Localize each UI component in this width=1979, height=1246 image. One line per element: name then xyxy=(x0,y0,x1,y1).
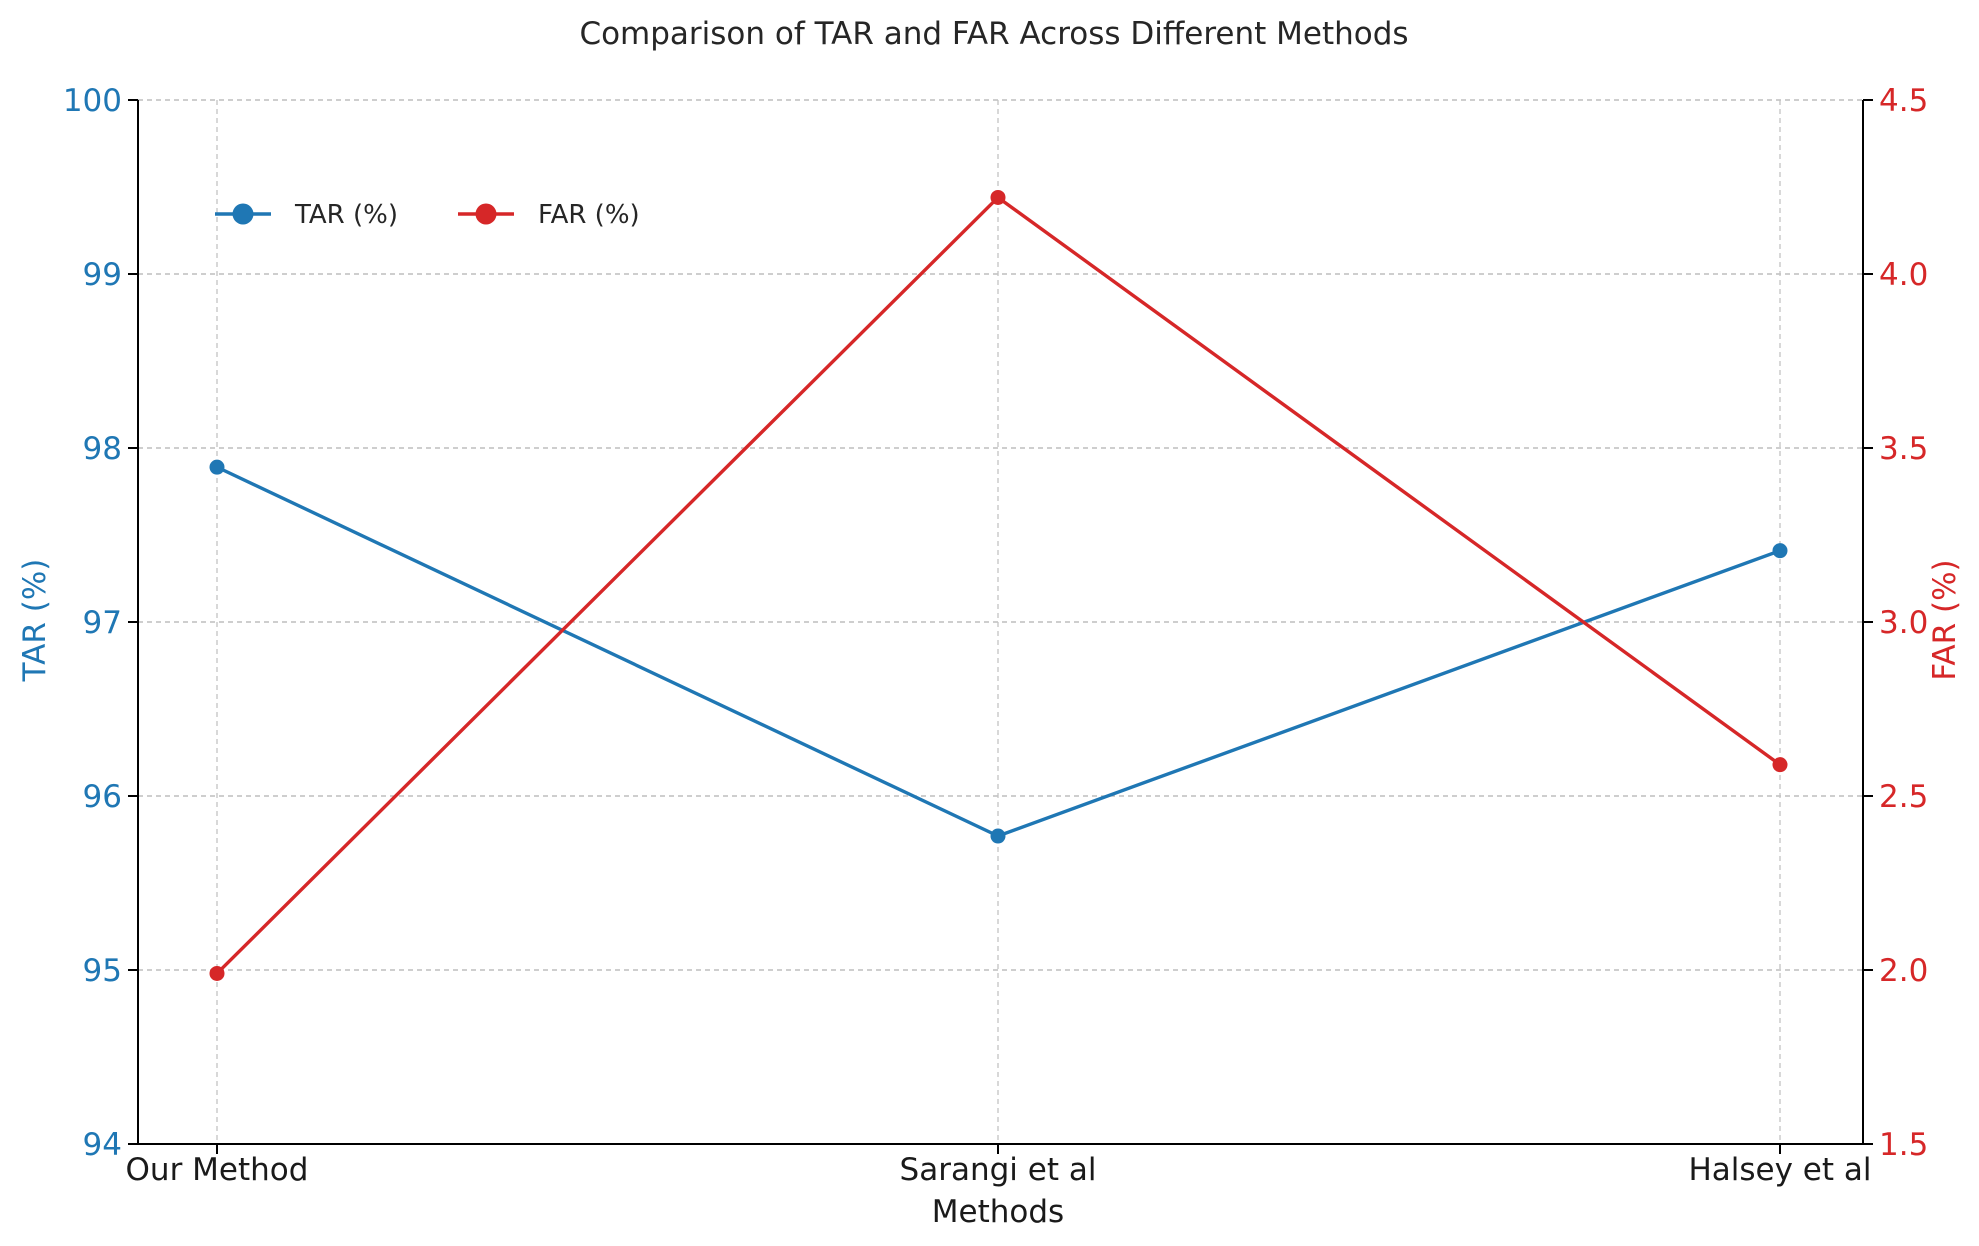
right-axis-label: FAR (%) xyxy=(1927,559,1963,680)
grid-layer xyxy=(138,99,1863,1144)
right-tick-label: 2.5 xyxy=(1879,779,1928,815)
far-point xyxy=(990,189,1006,205)
right-tick-label: 4.5 xyxy=(1879,83,1928,119)
legend-item-tar: TAR (%) xyxy=(215,200,398,230)
right-tick-label: 3.0 xyxy=(1879,605,1928,641)
series-layer xyxy=(209,189,1788,981)
left-tick-label: 94 xyxy=(83,1127,122,1163)
left-tick-label: 99 xyxy=(83,257,122,293)
right-tick-label: 2.0 xyxy=(1879,953,1928,989)
legend-swatch-marker xyxy=(232,203,254,225)
x-tick-label: Sarangi et al xyxy=(900,1152,1097,1188)
x-tick-label: Halsey et al xyxy=(1688,1152,1871,1188)
axes-layer: 94 95 96 97 98 99 100 1.5 2.0 2.5 3.0 3.5 4.0 4.5 Our … xyxy=(63,83,1928,1188)
legend-label: FAR (%) xyxy=(538,200,640,230)
right-tick-label: 1.5 xyxy=(1879,1127,1928,1163)
left-axis-label: TAR (%) xyxy=(17,559,53,683)
legend-label: TAR (%) xyxy=(294,200,398,230)
left-tick-label: 100 xyxy=(63,83,122,119)
chart-title: Comparison of TAR and FAR Across Differe… xyxy=(579,16,1408,52)
right-tick-label: 3.5 xyxy=(1879,431,1928,467)
tar-point xyxy=(1772,543,1788,559)
left-tick-label: 96 xyxy=(83,779,122,815)
far-point xyxy=(1772,757,1788,773)
left-tick-label: 98 xyxy=(83,431,122,467)
x-axis-label: Methods xyxy=(932,1194,1064,1230)
legend-swatch-marker xyxy=(475,203,497,225)
right-tick-label: 4.0 xyxy=(1879,257,1928,293)
legend-item-far: FAR (%) xyxy=(458,200,640,230)
tar-point xyxy=(990,828,1006,844)
legend: TAR (%) FAR (%) xyxy=(215,200,640,230)
tar-point xyxy=(209,459,225,475)
left-tick-label: 97 xyxy=(83,605,122,641)
far-point xyxy=(209,965,225,981)
left-tick-label: 95 xyxy=(83,953,122,989)
x-tick-label: Our Method xyxy=(126,1152,309,1188)
